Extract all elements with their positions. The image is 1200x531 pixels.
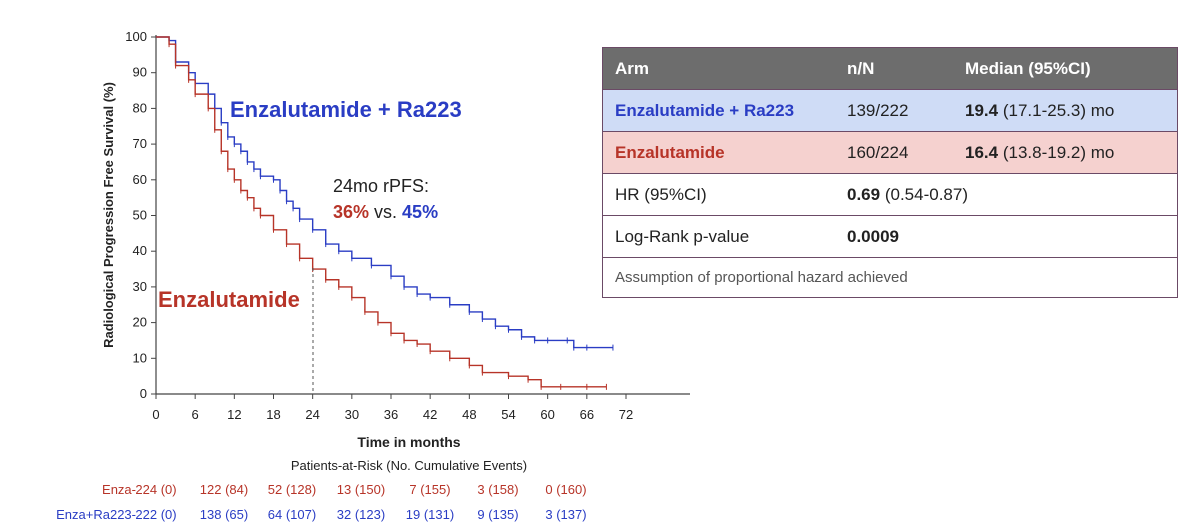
x-tick-label: 42	[423, 407, 437, 422]
hr-label: HR (95%CI)	[615, 184, 707, 204]
risk-cell: 7 (155)	[409, 482, 450, 497]
hr-value-cell: 0.69 (0.54-0.87)	[847, 185, 1177, 205]
risk-cell: 3 (137)	[545, 507, 586, 522]
row-hr: HR (95%CI) 0.69 (0.54-0.87)	[603, 174, 1177, 216]
risk-cell: 222 (0)	[135, 507, 176, 522]
risk-cell: 224 (0)	[135, 482, 176, 497]
header-arm: Arm	[615, 58, 650, 78]
median-value-enza-ra223: 19.4	[965, 100, 999, 120]
header-nN: n/N	[847, 58, 875, 78]
median-enza: 16.4 (13.8-19.2) mo	[965, 143, 1177, 163]
median-enza-ra223: 19.4 (17.1-25.3) mo	[965, 101, 1177, 121]
y-tick-label: 100	[125, 29, 147, 44]
rpfs-sep: vs.	[369, 202, 402, 222]
x-tick-label: 6	[192, 407, 199, 422]
row-logrank: Log-Rank p-value 0.0009	[603, 216, 1177, 258]
risk-cell: 13 (150)	[337, 482, 385, 497]
y-tick-label: 20	[133, 315, 147, 330]
median-ci-enza-ra223: (17.1-25.3) mo	[1002, 100, 1115, 120]
series-label-exp: Enzalutamide + Ra223	[230, 97, 462, 122]
x-tick-label: 66	[580, 407, 594, 422]
median-value-enza: 16.4	[965, 142, 999, 162]
x-axis-label: Time in months	[357, 434, 460, 450]
km-chart: 0 10 20 30 40 50 60 70 80 90 100 0 6 12 18 24 30 36 42 48 54…	[56, 29, 690, 522]
ph-note: Assumption of proportional hazard achiev…	[615, 269, 908, 286]
row-enza: Enzalutamide 160/224 16.4 (13.8-19.2) mo	[603, 132, 1177, 174]
median-ci-enza: (13.8-19.2) mo	[1002, 142, 1115, 162]
rpfs-annotation-values: 36% vs. 45%	[333, 202, 438, 222]
x-tick-label: 72	[619, 407, 633, 422]
nN-enza: 160/224	[847, 142, 909, 162]
y-tick-label: 90	[133, 65, 147, 80]
nN-enza-ra223: 139/222	[847, 100, 909, 120]
risk-cell: 52 (128)	[268, 482, 316, 497]
logrank-label: Log-Rank p-value	[615, 226, 750, 246]
x-tick-label: 24	[305, 407, 319, 422]
hr-value: 0.69	[847, 184, 881, 204]
arm-enza-ra223: Enzalutamide + Ra223	[615, 100, 795, 120]
x-tick-label: 36	[384, 407, 398, 422]
x-tick-label: 30	[345, 407, 359, 422]
summary-header-row: Arm n/N Median (95%CI)	[603, 48, 1177, 90]
x-tick-label: 60	[540, 407, 554, 422]
y-tick-label: 60	[133, 172, 147, 187]
x-tick-label: 48	[462, 407, 476, 422]
hr-ci: (0.54-0.87)	[884, 184, 968, 204]
y-tick-label: 0	[140, 386, 147, 401]
row-enza-ra223: Enzalutamide + Ra223 139/222 19.4 (17.1-…	[603, 90, 1177, 132]
y-axis-label: Radiological Progression Free Survival (…	[101, 82, 116, 348]
risk-table-title: Patients-at-Risk (No. Cumulative Events)	[291, 458, 527, 473]
risk-cell: 0 (160)	[545, 482, 586, 497]
risk-cell: 9 (135)	[477, 507, 518, 522]
logrank-value-cell: 0.0009	[847, 227, 1177, 247]
rpfs-ctl-value: 36%	[333, 202, 369, 222]
x-tick-label: 18	[266, 407, 280, 422]
risk-cell: 64 (107)	[268, 507, 316, 522]
x-tick-label: 12	[227, 407, 241, 422]
x-tick-label: 54	[501, 407, 515, 422]
y-tick-label: 10	[133, 350, 147, 365]
risk-cell: 32 (123)	[337, 507, 385, 522]
y-tick-label: 30	[133, 279, 147, 294]
y-tick-label: 50	[133, 208, 147, 223]
risk-cell: 3 (158)	[477, 482, 518, 497]
rpfs-exp-value: 45%	[402, 202, 438, 222]
risk-row-label: Enza+Ra223-	[56, 507, 136, 522]
summary-table: Arm n/N Median (95%CI) Enzalutamide + Ra…	[602, 47, 1178, 298]
risk-row-label: Enza-	[102, 482, 136, 497]
risk-cell: 19 (131)	[406, 507, 454, 522]
header-median: Median (95%CI)	[965, 58, 1091, 78]
x-tick-label: 0	[152, 407, 159, 422]
logrank-value: 0.0009	[847, 226, 899, 246]
risk-cell: 122 (84)	[200, 482, 248, 497]
y-tick-label: 70	[133, 136, 147, 151]
rpfs-annotation-title: 24mo rPFS:	[333, 176, 429, 196]
y-tick-label: 40	[133, 243, 147, 258]
y-tick-label: 80	[133, 100, 147, 115]
row-note: Assumption of proportional hazard achiev…	[603, 258, 1177, 297]
arm-enza: Enzalutamide	[615, 142, 725, 162]
risk-cell: 138 (65)	[200, 507, 248, 522]
series-label-ctl: Enzalutamide	[158, 287, 300, 312]
